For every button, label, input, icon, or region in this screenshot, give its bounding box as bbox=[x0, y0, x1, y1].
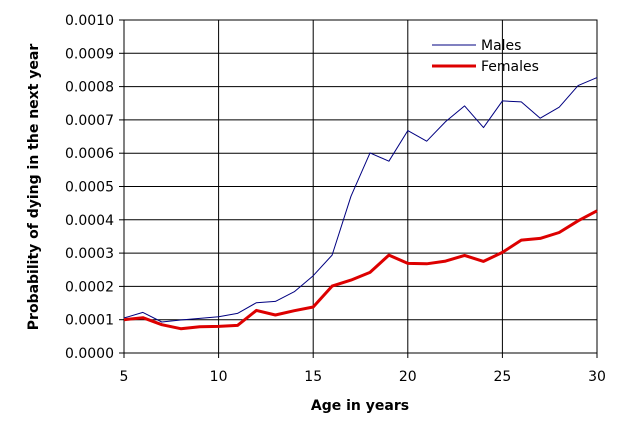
y-tick-label: 0.0001 bbox=[65, 313, 114, 329]
x-axis: 5 10 15 20 25 30 bbox=[120, 353, 606, 385]
y-tick-label: 0.0007 bbox=[65, 113, 114, 129]
x-tick-label: 5 bbox=[120, 369, 129, 385]
y-tick-label: 0.0010 bbox=[65, 13, 114, 29]
series-lines bbox=[123, 77, 598, 331]
y-axis-title: Probability of dying in the next year bbox=[26, 44, 42, 331]
legend-label-males: Males bbox=[481, 38, 521, 54]
x-tick-label: 15 bbox=[304, 369, 322, 385]
legend-label-females: Females bbox=[481, 59, 539, 75]
series-line-males bbox=[123, 77, 598, 323]
y-axis: 0.0000 0.0001 0.0002 0.0003 0.0004 0.0005 0.00… bbox=[65, 13, 124, 362]
series-line-females bbox=[123, 209, 598, 331]
y-tick-label: 0.0008 bbox=[65, 80, 114, 96]
y-tick-label: 0.0000 bbox=[65, 346, 114, 362]
x-tick-label: 30 bbox=[588, 369, 606, 385]
x-tick-label: 20 bbox=[399, 369, 417, 385]
legend: Males Females bbox=[432, 38, 539, 75]
y-tick-label: 0.0006 bbox=[65, 146, 114, 162]
y-tick-label: 0.0002 bbox=[65, 279, 114, 295]
y-tick-label: 0.0009 bbox=[65, 46, 114, 62]
y-tick-label: 0.0004 bbox=[65, 213, 114, 229]
x-axis-title: Age in years bbox=[311, 398, 409, 414]
x-tick-label: 10 bbox=[210, 369, 228, 385]
x-tick-label: 25 bbox=[493, 369, 511, 385]
y-tick-label: 0.0005 bbox=[65, 180, 114, 196]
y-tick-label: 0.0003 bbox=[65, 246, 114, 262]
